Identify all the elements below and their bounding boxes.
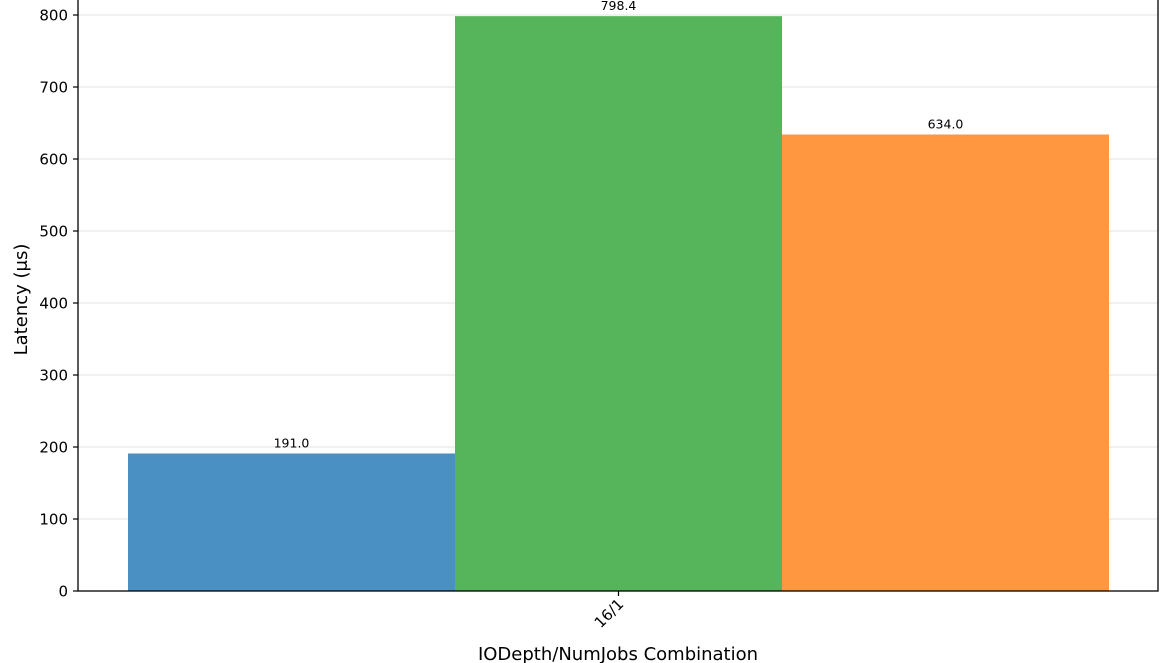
bar xyxy=(128,453,455,591)
x-tick-label: 16/1 xyxy=(591,595,628,632)
bar xyxy=(782,134,1109,591)
y-tick-label: 500 xyxy=(39,223,68,241)
y-tick-label: 600 xyxy=(39,151,68,169)
y-axis-label: Latency (μs) xyxy=(11,244,32,356)
y-tick-label: 100 xyxy=(39,511,68,529)
y-ticks: 0 100 200 300 400 500 600 700 800 xyxy=(39,7,78,601)
x-ticks: 16/1 xyxy=(591,591,628,632)
bar-value-label: 798.4 xyxy=(601,0,637,13)
y-tick-label: 300 xyxy=(39,367,68,385)
data-labels: 191.0 798.4 634.0 xyxy=(274,0,964,450)
y-tick-label: 800 xyxy=(39,7,68,25)
y-tick-label: 200 xyxy=(39,439,68,457)
bar-value-label: 191.0 xyxy=(274,435,310,450)
y-tick-label: 400 xyxy=(39,295,68,313)
y-tick-label: 700 xyxy=(39,79,68,97)
y-tick-label: 0 xyxy=(58,583,68,601)
bar xyxy=(455,16,782,592)
bars xyxy=(128,16,1109,592)
x-axis-label: IODepth/NumJobs Combination xyxy=(478,644,758,663)
bar-value-label: 634.0 xyxy=(928,117,964,132)
